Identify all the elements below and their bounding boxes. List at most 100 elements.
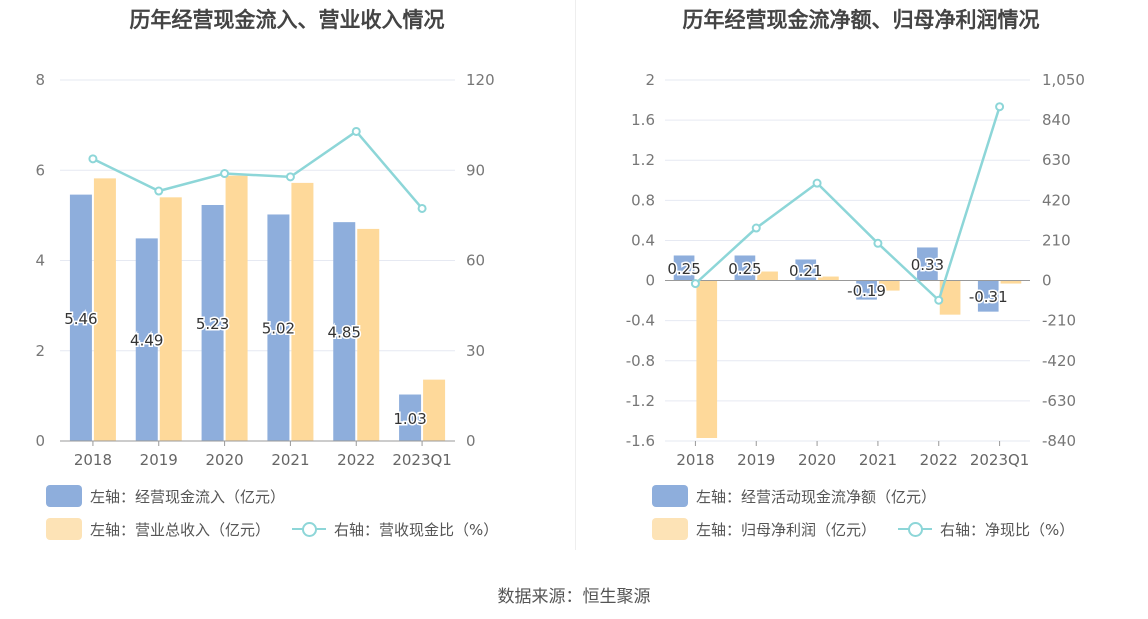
- right-axis-tick-label: 30: [466, 342, 485, 360]
- chart-plot-area: -1.6 -1.2 -0.8 -0.4 0 0.4 0.8 1.2 1.6 2 -840 -630 -4…: [626, 71, 1085, 469]
- right-axis-tick-label: 210: [1042, 231, 1071, 249]
- bar: [267, 214, 290, 441]
- right-axis-tick-label: 120: [466, 71, 495, 89]
- chart-title: 历年经营现金流入、营业收入情况: [129, 8, 445, 32]
- bar: [878, 280, 900, 291]
- legend-line-icon: [898, 518, 933, 540]
- data-source-note: 数据来源：恒生聚源: [497, 587, 651, 607]
- legend-row-1: 左轴：经营现金流入（亿元）: [46, 485, 307, 507]
- x-axis-tick-label: 2022: [337, 451, 375, 469]
- legend-swatch: [652, 485, 688, 507]
- chart-panel-left: 历年经营现金流入、营业收入情况 0 2 4 6 8 0 30 60 90 120 2018 2019 2…: [0, 0, 574, 560]
- left-axis-tick-label: 1.6: [631, 111, 655, 129]
- line-point: [934, 295, 944, 305]
- bar-data-label: 5.46: [64, 310, 97, 328]
- right-axis-tick-label: 0: [1042, 272, 1052, 290]
- bar: [159, 197, 182, 441]
- bar: [399, 394, 422, 441]
- bar: [795, 259, 817, 281]
- legend-label: 左轴：经营现金流入（亿元）: [90, 487, 286, 506]
- bar: [201, 204, 224, 441]
- left-axis-tick-label: 8: [35, 71, 45, 89]
- right-axis-tick-label: 840: [1042, 111, 1071, 129]
- line-point: [751, 223, 761, 233]
- x-axis-tick-label: 2019: [737, 451, 775, 469]
- line-point: [285, 172, 295, 182]
- line-point: [812, 178, 822, 188]
- legend-swatch: [46, 518, 82, 540]
- bar: [423, 379, 446, 441]
- x-axis-tick-label: 2023Q1: [392, 451, 452, 469]
- bar-data-label: -0.19: [847, 282, 886, 300]
- x-axis-tick-label: 2019: [140, 451, 178, 469]
- bar-data-label: 1.03: [393, 410, 426, 428]
- bar: [696, 280, 718, 438]
- bar-data-label: 4.49: [130, 332, 163, 350]
- legend-item-line[interactable]: 右轴：营收现金比（%）: [292, 518, 498, 540]
- x-axis-tick-label: 2018: [74, 451, 112, 469]
- bar-data-label: 0.21: [789, 262, 822, 280]
- panel-divider: [575, 0, 576, 550]
- chart-panel-right: 历年经营现金流净额、归母净利润情况 -1.6 -1.2 -0.8 -0.4 0 0.4 0.…: [574, 0, 1148, 560]
- right-axis-tick-label: -210: [1042, 312, 1076, 330]
- bar: [734, 255, 756, 281]
- line-point: [690, 279, 700, 289]
- bar-data-label: 5.02: [262, 320, 295, 338]
- legend-item-bar2[interactable]: 左轴：营业总收入（亿元）: [46, 518, 270, 540]
- legend-item-line[interactable]: 右轴：净现比（%）: [898, 518, 1074, 540]
- bar-data-label: 0.25: [667, 260, 700, 278]
- left-axis-tick-label: -0.4: [626, 312, 655, 330]
- line-point: [417, 203, 427, 213]
- legend-swatch: [652, 518, 688, 540]
- left-axis-tick-label: -1.2: [626, 392, 655, 410]
- line-point: [995, 102, 1005, 112]
- right-axis-tick-label: 60: [466, 252, 485, 270]
- bar-data-label: 0.25: [728, 260, 761, 278]
- bar: [135, 238, 158, 441]
- right-axis-tick-label: -840: [1042, 432, 1076, 450]
- bar: [917, 247, 938, 281]
- left-axis-tick-label: 6: [35, 161, 45, 179]
- legend-label: 右轴：净现比（%）: [940, 520, 1075, 539]
- bar: [856, 280, 877, 300]
- legend-item-bar1[interactable]: 左轴：经营活动现金流净额（亿元）: [652, 485, 936, 507]
- left-axis-tick-label: 4: [35, 252, 45, 270]
- bar: [1000, 280, 1022, 284]
- left-axis-tick-label: 2: [645, 71, 655, 89]
- bar: [757, 271, 778, 281]
- x-axis-tick-label: 2023Q1: [970, 451, 1030, 469]
- line-point: [88, 154, 98, 164]
- bar: [225, 175, 248, 442]
- bar-data-label: 0.33: [911, 256, 944, 274]
- left-axis-tick-label: 0: [645, 272, 655, 290]
- left-axis-tick-label: 0.8: [631, 191, 655, 209]
- left-axis-tick-label: 0.4: [631, 231, 655, 249]
- line-series: [694, 106, 1001, 303]
- left-axis-tick-label: 2: [35, 342, 45, 360]
- bar: [69, 194, 92, 441]
- legend-row-2: 左轴：营业总收入（亿元） 右轴：营收现金比（%）: [46, 518, 520, 540]
- x-axis-tick-label: 2020: [205, 451, 243, 469]
- bar-data-label: 5.23: [196, 315, 229, 333]
- left-axis-tick-label: 1.2: [631, 151, 655, 169]
- bar: [93, 178, 116, 441]
- line-point: [351, 126, 361, 136]
- line-point: [220, 169, 230, 179]
- bar: [673, 255, 695, 281]
- legend-item-bar2[interactable]: 左轴：归母净利润（亿元）: [652, 518, 876, 540]
- legend-row-1: 左轴：经营活动现金流净额（亿元）: [652, 485, 958, 507]
- legend-label: 右轴：营收现金比（%）: [334, 520, 499, 539]
- legend-row-2: 左轴：归母净利润（亿元） 右轴：净现比（%）: [652, 518, 1096, 540]
- bar-data-label: 4.85: [328, 324, 361, 342]
- legend-line-icon: [292, 518, 327, 540]
- left-axis-tick-label: -0.8: [626, 352, 655, 370]
- chart-title: 历年经营现金流净额、归母净利润情况: [682, 8, 1040, 32]
- bar: [977, 280, 999, 312]
- right-axis-tick-label: 420: [1042, 191, 1071, 209]
- legend-item-bar1[interactable]: 左轴：经营现金流入（亿元）: [46, 485, 285, 507]
- right-axis-tick-label: 630: [1042, 151, 1071, 169]
- bar: [333, 222, 356, 441]
- legend-label: 左轴：归母净利润（亿元）: [696, 520, 877, 539]
- x-axis-tick-label: 2021: [859, 451, 897, 469]
- chart-plot-area: 0 2 4 6 8 0 30 60 90 120 2018 2019 2020 2021 2022 2023Q…: [35, 71, 495, 469]
